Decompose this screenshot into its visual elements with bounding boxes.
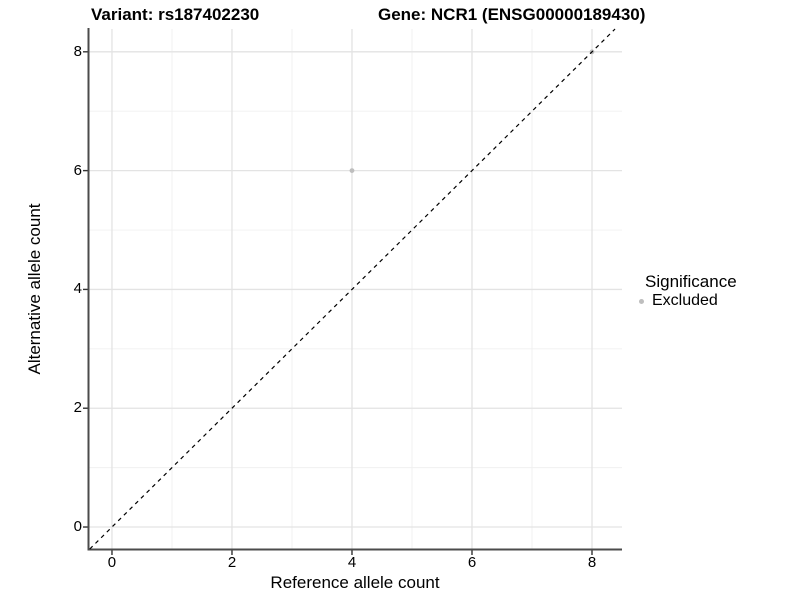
identity-reference-line <box>89 28 616 550</box>
legend-title: Significance <box>645 272 737 291</box>
x-axis-title: Reference allele count <box>270 573 440 592</box>
data-point <box>349 168 355 174</box>
excluded-point-icon <box>639 298 644 304</box>
legend-item-label: Excluded <box>652 292 718 309</box>
gene-title: Gene: NCR1 (ENSG00000189430) <box>378 5 646 24</box>
variant-title: Variant: rs187402230 <box>91 5 260 24</box>
y-axis-title: Alternative allele count <box>25 203 44 375</box>
legend-item-excluded: Excluded <box>639 293 737 309</box>
legend: Significance Excluded <box>639 272 737 309</box>
